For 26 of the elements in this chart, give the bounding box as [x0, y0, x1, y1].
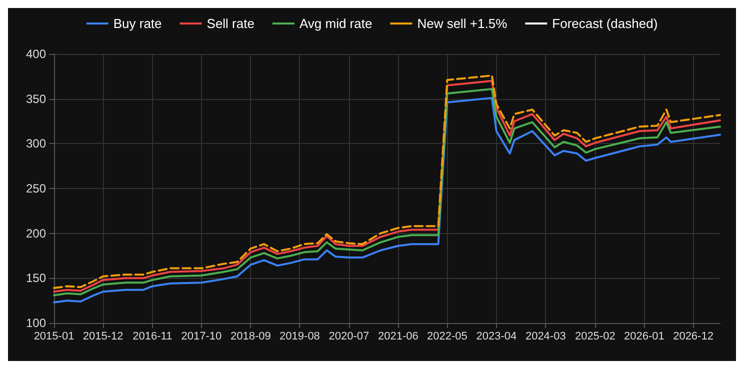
x-tick-label: 2024-03 [525, 330, 566, 342]
legend-label: Sell rate [206, 16, 254, 31]
y-tick-label: 250 [26, 182, 46, 196]
y-tick-label: 400 [26, 47, 46, 61]
y-tick-label: 200 [26, 226, 46, 240]
legend-label: Buy rate [113, 16, 162, 31]
x-tick-label: 2015-01 [34, 330, 74, 342]
legend-label: Forecast (dashed) [552, 16, 658, 31]
legend-label: New sell +1.5% [417, 16, 508, 31]
x-tick-label: 2026-01 [624, 330, 664, 342]
y-tick-label: 150 [26, 271, 46, 286]
y-tick-label: 350 [26, 92, 46, 106]
x-tick-label: 2022-05 [427, 330, 468, 342]
x-tick-label: 2025-02 [574, 330, 616, 342]
x-tick-label: 2023-04 [476, 330, 517, 342]
x-tick-label: 2019-08 [280, 330, 320, 342]
y-tick-label: 300 [26, 136, 46, 151]
x-tick-label: 2021-06 [378, 330, 418, 342]
y-tick-label: 100 [26, 316, 46, 330]
x-tick-label: 2018-09 [230, 330, 271, 342]
x-tick-label: 2026-12 [673, 330, 714, 342]
x-tick-label: 2017-10 [181, 330, 222, 342]
x-tick-label: 2020-07 [328, 330, 370, 342]
x-tick-label: 2016-11 [132, 330, 172, 342]
x-tick-label: 2015-12 [82, 330, 124, 342]
legend-label: Avg mid rate [299, 16, 372, 31]
